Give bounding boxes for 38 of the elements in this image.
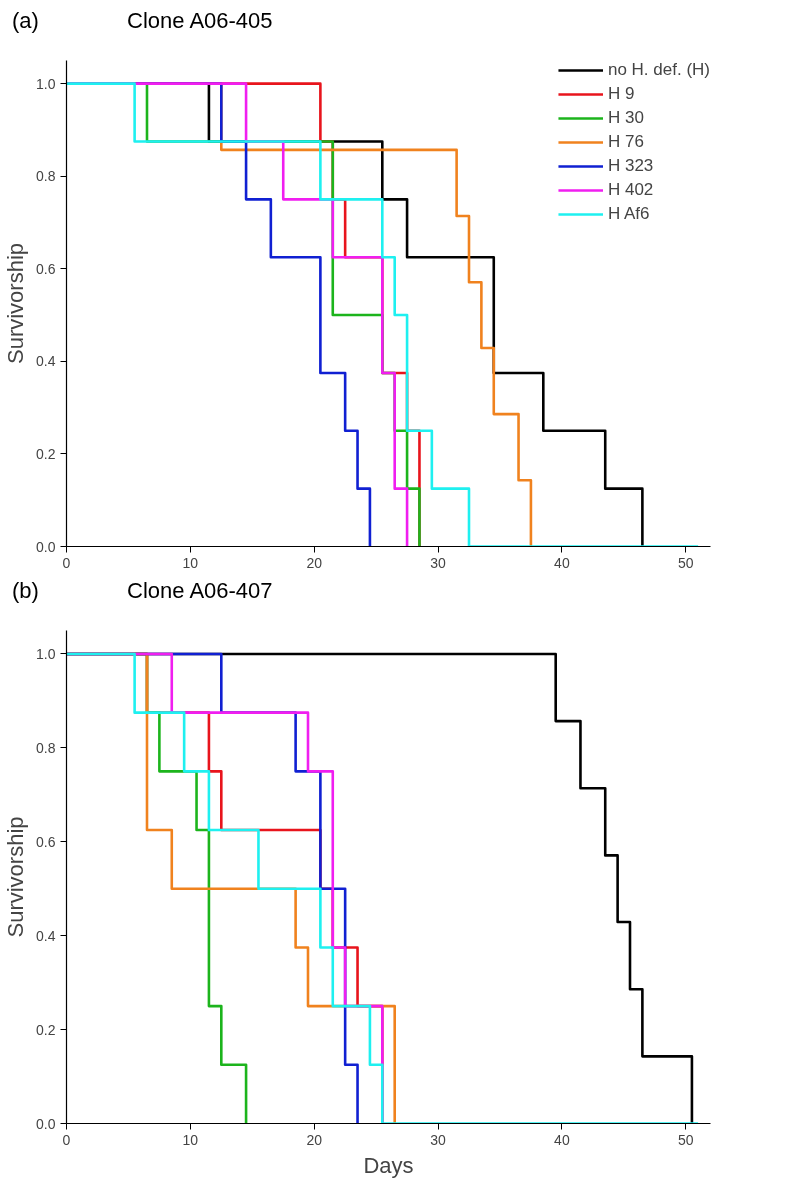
x-tick-label: 0 bbox=[62, 554, 71, 571]
y-tick-label: 1.0 bbox=[36, 645, 56, 662]
y-tick-label: 1.0 bbox=[36, 75, 56, 92]
text: (a) bbox=[12, 7, 39, 35]
y-axis-title: Survivorship bbox=[3, 242, 29, 365]
legend-label: H Af6 bbox=[607, 204, 650, 224]
x-tick-label: 30 bbox=[430, 554, 447, 571]
x-tick-label: 40 bbox=[554, 1131, 570, 1148]
legend-label: no H. def. (H) bbox=[607, 60, 710, 80]
x-tick-label: 10 bbox=[182, 1131, 199, 1148]
x-tick-label: 50 bbox=[677, 1131, 694, 1148]
y-axis-title: Survivorship bbox=[3, 816, 29, 938]
legend-label: H 9 bbox=[607, 84, 635, 104]
x-tick-label: 20 bbox=[306, 1131, 323, 1148]
y-tick-label: 0.0 bbox=[36, 1115, 56, 1132]
x-axis-title: Days bbox=[363, 1152, 414, 1178]
x-tick-label: 20 bbox=[306, 554, 323, 571]
y-tick-label: 0.2 bbox=[36, 1021, 56, 1038]
legend-label: H 76 bbox=[607, 132, 644, 152]
x-tick-label: 40 bbox=[554, 554, 570, 571]
y-tick-label: 0.8 bbox=[36, 739, 56, 756]
text: (b) bbox=[12, 577, 39, 605]
y-tick-label: 0.2 bbox=[36, 445, 56, 462]
y-tick-label: 0.8 bbox=[36, 168, 56, 185]
legend-label: H 30 bbox=[607, 108, 644, 128]
x-tick-label: 50 bbox=[677, 554, 694, 571]
y-tick-label: 0.6 bbox=[36, 260, 56, 277]
chart-title: Clone A06-405 bbox=[127, 7, 273, 35]
x-tick-label: 0 bbox=[62, 1131, 71, 1148]
y-tick-label: 0.0 bbox=[36, 538, 56, 555]
y-tick-label: 0.4 bbox=[36, 927, 56, 944]
chart-title: Clone A06-407 bbox=[127, 577, 273, 605]
x-tick-label: 10 bbox=[182, 554, 199, 571]
legend-label: H 402 bbox=[607, 180, 654, 200]
y-tick-label: 0.6 bbox=[36, 833, 56, 850]
y-tick-label: 0.4 bbox=[36, 353, 56, 370]
x-tick-label: 30 bbox=[430, 1131, 447, 1148]
legend-label: H 323 bbox=[607, 156, 654, 176]
